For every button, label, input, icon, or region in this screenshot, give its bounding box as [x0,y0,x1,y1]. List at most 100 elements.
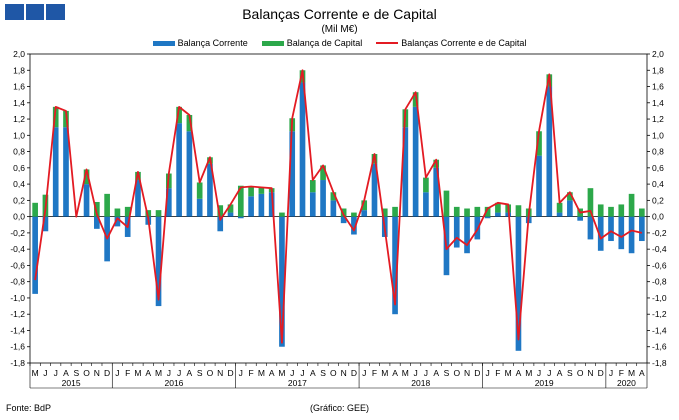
y-tick-label-right: 1,2 [652,114,664,124]
bar-capital-59 [639,208,645,217]
legend-swatch-combined [376,42,399,44]
bar-capital-38 [423,177,429,193]
legend-swatch-current [152,40,175,46]
x-tick-label-30: N [341,368,347,378]
legend-label-current: Balança Corrente [177,38,248,48]
x-tick-label-58: M [628,368,635,378]
bar-capital-29 [330,192,337,201]
bar-current-47 [515,216,522,351]
bar-current-35 [392,216,398,315]
source-note: Fonte: BdP [6,403,52,413]
bar-current-59 [639,216,645,242]
legend-swatch-capital [261,40,284,46]
y-tick-label-left: -0,2 [10,228,25,238]
y-tick-label-left: 1,8 [13,65,25,75]
bar-current-21 [248,196,254,217]
bar-current-52 [567,200,573,217]
x-tick-label-52: S [567,368,573,378]
y-tick-label-left: 0,6 [13,163,25,173]
x-tick-label-22: M [258,368,265,378]
legend-label-capital: Balança de Capital [286,38,363,48]
bar-current-54 [587,216,594,240]
x-tick-label-55: D [598,368,604,378]
bar-capital-15 [186,114,193,132]
bar-capital-30 [340,208,347,217]
bar-current-24 [279,216,285,347]
bar-capital-54 [587,188,594,217]
x-tick-label-59: A [639,368,645,378]
bar-capital-34 [381,208,388,217]
bar-capital-49 [536,131,542,156]
bar-capital-21 [248,186,254,197]
x-tick-label-7: D [104,368,110,378]
bar-current-42 [464,216,470,254]
bar-current-14 [176,123,182,217]
x-tick-label-8: J [115,368,119,378]
bar-capital-6 [94,201,100,217]
bar-current-50 [546,86,553,217]
bar-current-44 [484,216,491,219]
legend-item-current: Balança Corrente [152,38,248,48]
x-tick-label-28: S [320,368,326,378]
bar-current-39 [433,167,440,217]
y-tick-label-left: -0,4 [10,244,25,254]
legend-item-combined: Balanças Corrente e de Capital [376,38,526,48]
y-tick-label-right: 0,2 [652,195,664,205]
bar-capital-16 [196,182,203,199]
year-label-2016: 2016 [165,378,184,388]
bar-current-18 [217,216,224,232]
y-tick-label-right: 0,8 [652,147,664,157]
bar-capital-12 [155,210,162,217]
line-combined [34,69,643,344]
y-tick-label-right: 1,0 [652,130,664,140]
x-tick-label-43: D [474,368,480,378]
bar-capital-32 [361,200,368,211]
bar-capital-41 [453,206,460,217]
bar-capital-56 [608,206,614,217]
x-tick-label-32: J [362,368,366,378]
y-tick-label-right: -1,4 [652,325,667,335]
bar-capital-27 [309,180,316,193]
y-tick-label-right: -0,8 [652,277,667,287]
y-tick-label-left: 0,0 [13,212,25,222]
x-tick-label-35: A [392,368,398,378]
bar-current-37 [412,106,419,217]
year-label-2020: 2020 [617,378,636,388]
bar-current-58 [628,216,635,254]
bar-current-41 [453,216,460,248]
x-tick-label-36: M [402,368,409,378]
x-tick-label-0: M [32,368,39,378]
bar-current-15 [186,131,193,217]
x-tick-label-14: J [177,368,181,378]
bar-capital-42 [464,208,470,217]
chart-title: Balanças Corrente e de Capital [242,6,437,22]
y-tick-label-right: -0,6 [652,260,667,270]
x-tick-label-38: J [424,368,428,378]
legend-item-capital: Balança de Capital [261,38,363,48]
x-tick-label-25: J [290,368,294,378]
x-tick-label-24: M [278,368,285,378]
bar-current-32 [361,210,368,217]
bar-current-51 [556,212,563,217]
x-tick-label-21: F [248,368,253,378]
x-tick-label-34: M [381,368,388,378]
x-tick-label-19: D [227,368,233,378]
bar-capital-18 [217,205,224,217]
bar-capital-19 [227,204,234,213]
bar-current-53 [577,216,583,221]
bar-current-1 [42,216,49,232]
bar-capital-5 [83,169,90,185]
y-tick-label-left: 0,8 [13,147,25,157]
y-tick-label-left: 1,6 [13,82,25,92]
bar-capital-28 [320,165,326,181]
y-tick-label-left: 1,0 [13,130,25,140]
chart-subtitle: (Mil M€) [321,24,358,35]
y-tick-label-right: -1,2 [652,309,667,319]
x-tick-label-9: F [125,368,130,378]
bar-capital-47 [515,205,522,217]
bar-current-29 [330,200,337,217]
bar-capital-40 [443,190,450,217]
bar-capital-35 [392,206,398,217]
y-tick-label-right: -1,6 [652,342,667,352]
